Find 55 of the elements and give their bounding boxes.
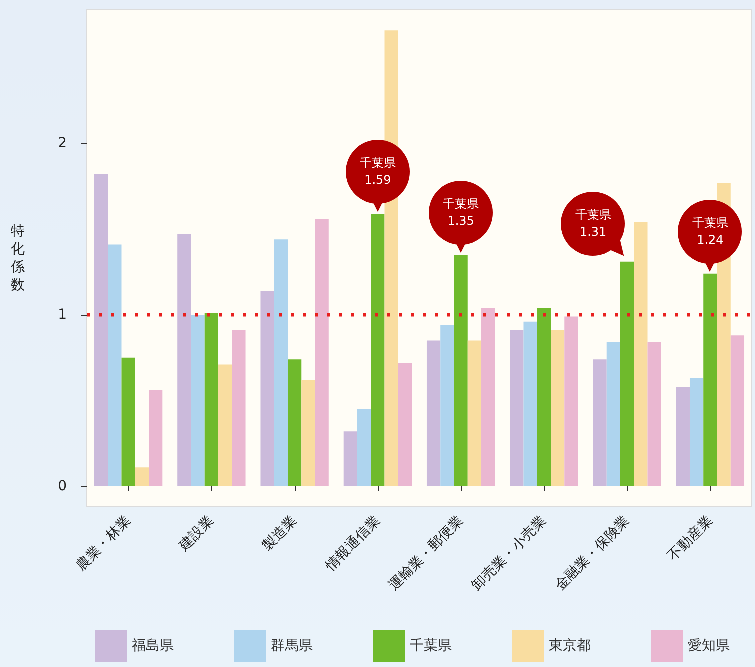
bar [537, 308, 552, 486]
bar [218, 364, 232, 486]
bar [274, 240, 288, 486]
bar [398, 363, 412, 486]
bar [730, 336, 745, 486]
bar [94, 174, 108, 486]
y-tick-label: 0 [58, 478, 67, 494]
bar [690, 378, 704, 486]
legend-label: 千葉県 [410, 638, 452, 654]
bar [178, 234, 192, 486]
x-tick-label: 農業・林業 [73, 513, 134, 574]
bar [454, 255, 468, 486]
legend-label: 愛知県 [688, 638, 730, 654]
bar [468, 340, 482, 486]
bar [676, 387, 690, 486]
legend-label: 東京都 [549, 638, 591, 654]
bar [344, 432, 358, 486]
bar [620, 262, 634, 486]
bar [634, 222, 648, 486]
x-tick-label: 卸売業・小売業 [469, 513, 550, 594]
y-tick-label: 1 [58, 307, 67, 324]
x-tick-label: 金融業・保険業 [552, 513, 633, 594]
bar [135, 468, 150, 486]
x-tick-label: 不動産業 [665, 513, 716, 564]
x-tick-label: 建設業 [176, 513, 218, 556]
bar [232, 330, 246, 486]
bar [108, 244, 122, 486]
bar [648, 342, 662, 486]
bar [191, 315, 205, 486]
x-tick-label: 製造業 [259, 513, 300, 554]
bar [204, 313, 219, 486]
x-tick-label: 運輸業・郵便業 [386, 513, 467, 594]
bar [524, 322, 538, 486]
bar [551, 330, 565, 486]
x-tick-label: 情報通信業 [322, 513, 384, 575]
bar [440, 325, 454, 486]
bar [704, 274, 718, 486]
bar [288, 360, 302, 486]
bar [426, 340, 441, 486]
bar [149, 390, 163, 486]
bar [371, 214, 385, 486]
legend-label: 群馬県 [271, 638, 313, 654]
bar [564, 316, 578, 486]
bar [593, 360, 607, 486]
y-tick-label: 2 [58, 136, 67, 152]
y-axis-title: 特化係数 [10, 224, 25, 294]
bar [122, 358, 136, 486]
bar [510, 330, 524, 486]
bar [357, 409, 372, 486]
bar [482, 308, 496, 486]
legend-label: 福島県 [132, 638, 174, 654]
bar [315, 219, 329, 486]
bar [606, 342, 620, 486]
bar [260, 291, 274, 486]
bar [302, 380, 316, 486]
